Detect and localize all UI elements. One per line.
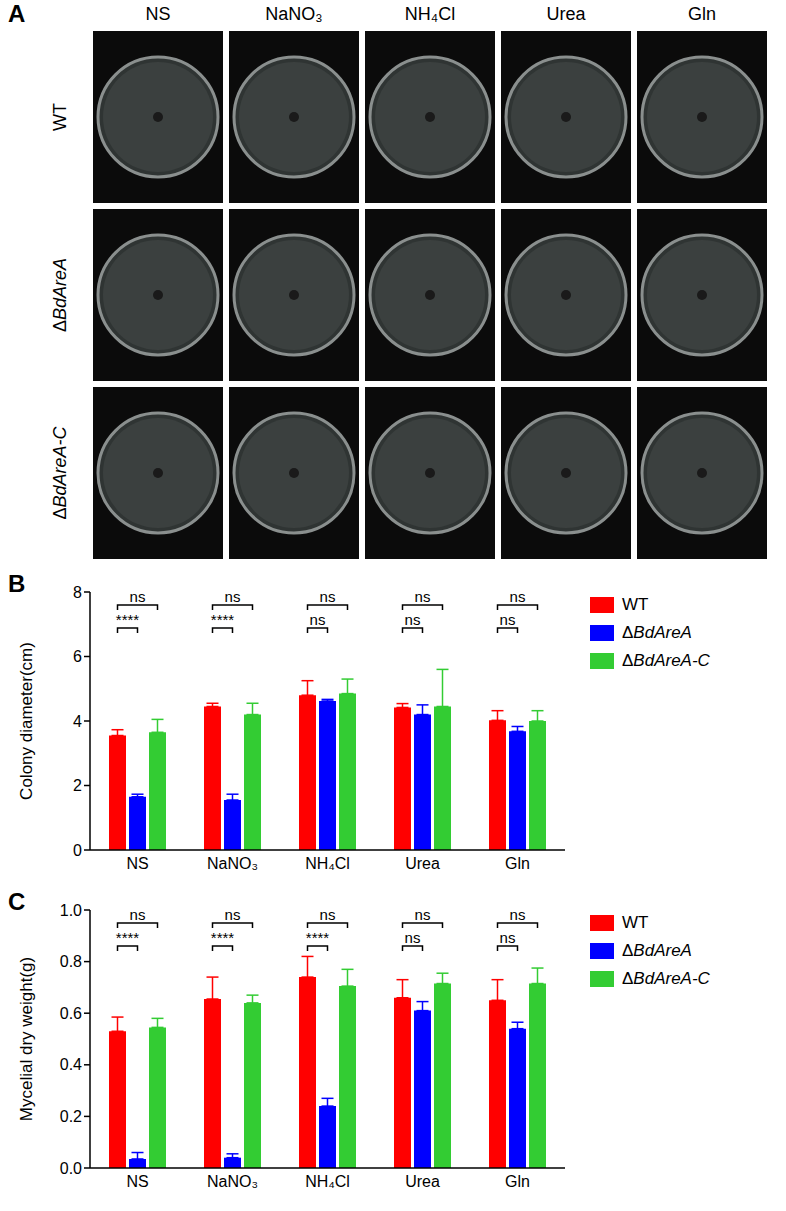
svg-text:NaNO₃: NaNO₃ (207, 1173, 258, 1190)
html-text:Δ BdAreA-C: Δ BdAreA-C (622, 651, 710, 670)
svg-text:ns: ns (130, 906, 146, 923)
svg-text:ns: ns (225, 906, 241, 923)
html-text:C: C (8, 888, 26, 915)
svg-text:NH₄Cl: NH₄Cl (305, 1173, 350, 1190)
svg-text:****: **** (116, 929, 140, 946)
svg-text:ns: ns (310, 611, 326, 628)
svg-text:1.0: 1.0 (60, 902, 82, 919)
svg-text:2: 2 (73, 777, 82, 794)
svg-text:ns: ns (225, 588, 241, 605)
svg-text:Urea: Urea (405, 1173, 440, 1190)
svg-text:****: **** (306, 929, 330, 946)
svg-text:ns: ns (500, 611, 516, 628)
svg-text:0.4: 0.4 (60, 1056, 82, 1073)
svg-text:NS: NS (126, 855, 148, 872)
svg-text:ns: ns (500, 929, 516, 946)
html-text:Urea: Urea (546, 4, 586, 24)
html-text:WT: WT (622, 595, 649, 614)
html-text:Gln: Gln (688, 4, 716, 24)
html-text:A: A (8, 0, 26, 27)
svg-text:****: **** (211, 929, 235, 946)
svg-text:****: **** (116, 611, 140, 628)
svg-text:0.6: 0.6 (60, 1005, 82, 1022)
svg-text:0: 0 (73, 842, 82, 859)
svg-text:****: **** (211, 611, 235, 628)
svg-text:Mycelial dry weight(g): Mycelial dry weight(g) (17, 957, 36, 1121)
svg-text:0.0: 0.0 (60, 1160, 82, 1177)
svg-text:Colony diameter(cm): Colony diameter(cm) (17, 642, 36, 800)
html-text:Δ BdAreA: Δ BdAreA (622, 941, 692, 960)
html-text:WT: WT (622, 913, 649, 932)
svg-text:0.8: 0.8 (60, 953, 82, 970)
svg-text:ns: ns (510, 906, 526, 923)
svg-text:ns: ns (130, 588, 146, 605)
html-text:BdAreA-C: BdAreA-C (49, 426, 70, 508)
svg-text:ns: ns (405, 611, 421, 628)
svg-text:ns: ns (405, 929, 421, 946)
svg-text:NaNO₃: NaNO₃ (207, 855, 258, 872)
svg-text:6: 6 (73, 648, 82, 665)
svg-text:ns: ns (320, 906, 336, 923)
html-text:Δ: Δ (49, 507, 70, 520)
html-text:B: B (8, 570, 26, 597)
html-text:Δ BdAreA: Δ BdAreA (622, 623, 692, 642)
html-text:Δ: Δ (49, 320, 70, 332)
html-text:WT: WT (49, 103, 70, 131)
svg-text:ns: ns (415, 906, 431, 923)
html-text:NH₄Cl: NH₄Cl (404, 4, 456, 24)
svg-text:Urea: Urea (405, 855, 440, 872)
svg-text:Gln: Gln (505, 1173, 530, 1190)
html-text:NaNO₃: NaNO₃ (265, 4, 323, 24)
svg-text:ns: ns (415, 588, 431, 605)
svg-text:Gln: Gln (505, 855, 530, 872)
svg-text:8: 8 (73, 584, 82, 601)
svg-text:4: 4 (73, 713, 82, 730)
html-text:NS: NS (145, 4, 171, 24)
svg-text:ns: ns (320, 588, 336, 605)
svg-text:NH₄Cl: NH₄Cl (305, 855, 350, 872)
html-text:Δ BdAreA-C: Δ BdAreA-C (622, 969, 710, 988)
svg-text:ns: ns (510, 588, 526, 605)
html-text:BdAreA: BdAreA (49, 258, 70, 320)
svg-text:0.2: 0.2 (60, 1108, 82, 1125)
svg-text:NS: NS (126, 1173, 148, 1190)
